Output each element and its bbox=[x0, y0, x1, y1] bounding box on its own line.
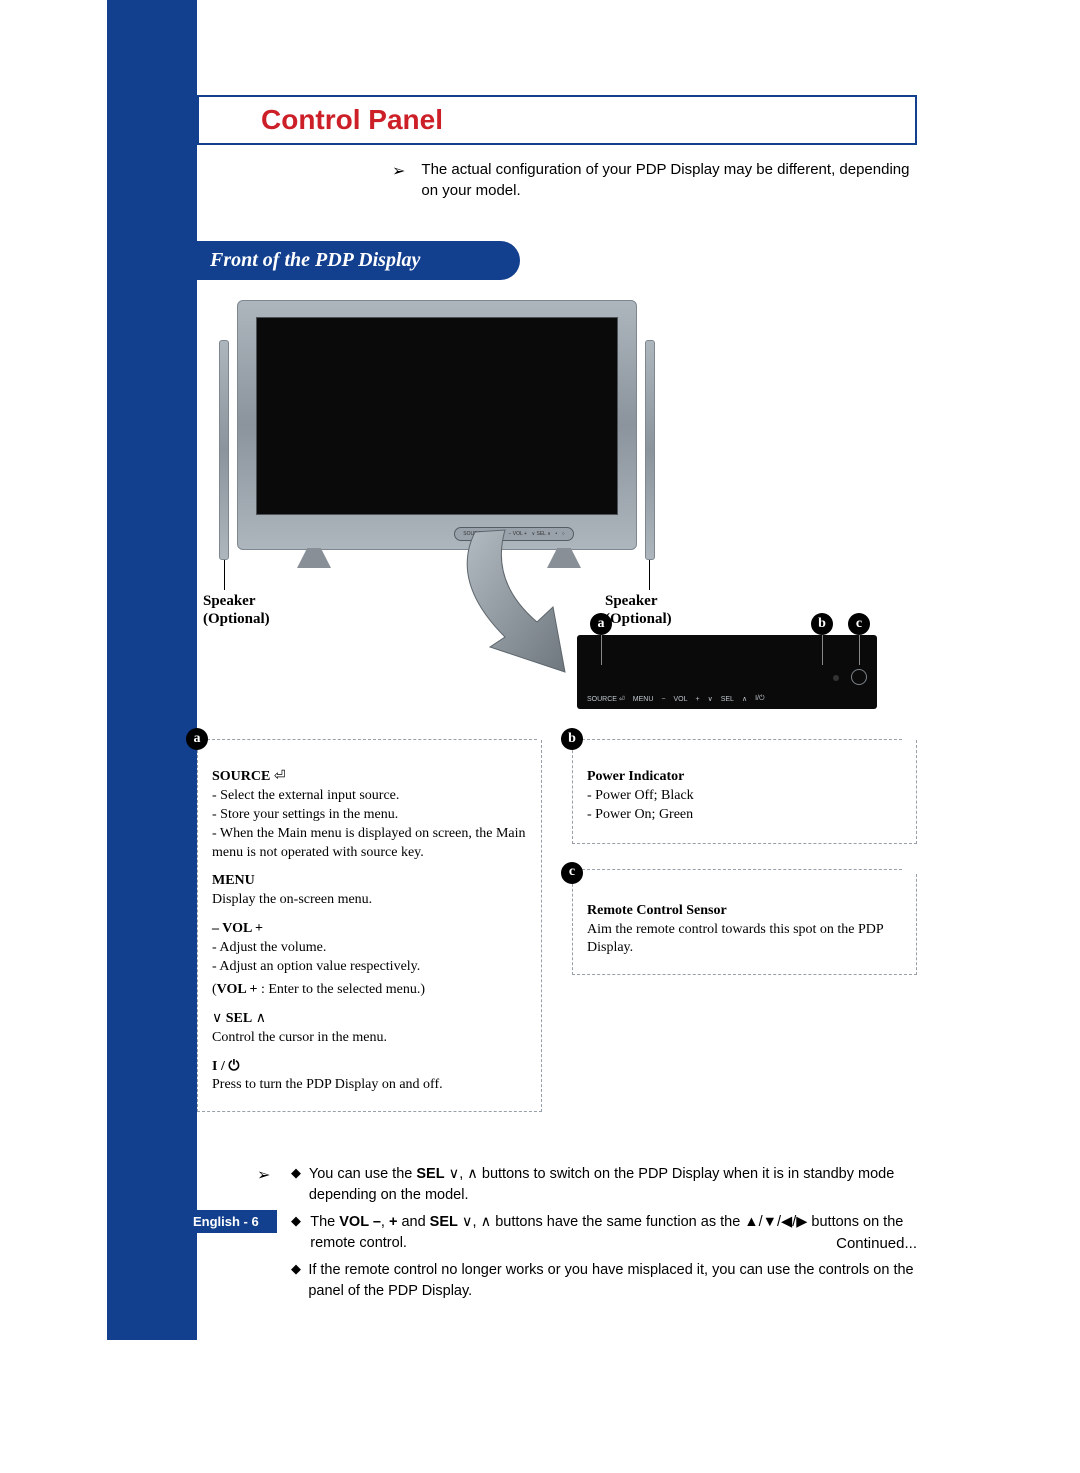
notes-items: ◆ You can use the SEL ∨, ∧ buttons to sw… bbox=[291, 1164, 917, 1308]
sel-header: ∨ SEL ∧ bbox=[212, 1010, 527, 1029]
closeup-label: I/⏻ bbox=[755, 695, 764, 703]
remote-text: Aim the remote control towards this spot… bbox=[587, 921, 902, 959]
source-list: Select the external input source. Store … bbox=[212, 787, 527, 863]
badge-a: a bbox=[186, 728, 208, 750]
dash-tail bbox=[582, 869, 902, 870]
pdp-figure: SOURCE MENU − VOL + ∨ SEL ∧ • ○ Speaker … bbox=[197, 300, 917, 730]
note-text: The VOL –, + and SEL ∨, ∧ buttons have t… bbox=[310, 1212, 917, 1254]
intro-text: The actual configuration of your PDP Dis… bbox=[421, 159, 917, 201]
box-c: c Remote Control Sensor Aim the remote c… bbox=[572, 874, 917, 976]
enter-icon: ⏎ bbox=[274, 769, 286, 784]
closeup-label: VOL bbox=[673, 696, 687, 703]
notes-block: ➢ ◆ You can use the SEL ∨, ∧ buttons to … bbox=[197, 1164, 917, 1308]
list-item: Power On; Green bbox=[587, 806, 902, 825]
callout-c: c bbox=[848, 613, 870, 635]
right-column: b Power Indicator Power Off; Black Power… bbox=[572, 740, 917, 1142]
source-header: SOURCE ⏎ bbox=[212, 768, 527, 787]
list-item: Adjust an option value respectively. bbox=[212, 958, 527, 977]
leader-line bbox=[859, 635, 860, 665]
closeup-label: + bbox=[696, 696, 700, 703]
intro-row: ➢ The actual configuration of your PDP D… bbox=[197, 159, 917, 201]
closeup-label: SEL bbox=[721, 696, 734, 703]
menu-text: Display the on-screen menu. bbox=[212, 891, 527, 910]
bullet-icon: ◆ bbox=[291, 1212, 310, 1254]
note-text: You can use the SEL ∨, ∧ buttons to swit… bbox=[309, 1164, 917, 1206]
power-header: I / ⏻ bbox=[212, 1058, 527, 1077]
page-title: Control Panel bbox=[261, 104, 443, 136]
close-up-panel: SOURCE ⏎ MENU − VOL + ∨ SEL ∧ I/⏻ bbox=[577, 635, 877, 709]
speaker-label-left: Speaker (Optional) bbox=[203, 592, 270, 628]
continued-text: Continued... bbox=[836, 1235, 917, 1252]
remote-header: Remote Control Sensor bbox=[587, 902, 902, 921]
lens-icon bbox=[851, 669, 867, 685]
box-b: b Power Indicator Power Off; Black Power… bbox=[572, 740, 917, 844]
bullet-icon: ◆ bbox=[291, 1164, 309, 1206]
vol-header: – VOL + bbox=[212, 920, 527, 939]
leader-line bbox=[649, 560, 650, 590]
badge-c: c bbox=[561, 862, 583, 884]
closeup-label: SOURCE ⏎ bbox=[587, 695, 625, 703]
arrow-icon: ➢ bbox=[257, 1164, 291, 1308]
arrow-icon: ➢ bbox=[392, 161, 405, 201]
subsection-header: Front of the PDP Display bbox=[194, 241, 520, 280]
list-item: When the Main menu is displayed on scree… bbox=[212, 825, 527, 863]
list-item: Power Off; Black bbox=[587, 787, 902, 806]
led-icon bbox=[833, 675, 839, 681]
vol-note: (VOL + : Enter to the selected menu.) bbox=[212, 981, 527, 1000]
note-text: If the remote control no longer works or… bbox=[308, 1260, 917, 1302]
list-item: Store your settings in the menu. bbox=[212, 806, 527, 825]
leader-line bbox=[822, 635, 823, 665]
vol-list: Adjust the volume. Adjust an option valu… bbox=[212, 939, 527, 977]
list-item: Select the external input source. bbox=[212, 787, 527, 806]
powerind-list: Power Off; Black Power On; Green bbox=[587, 787, 902, 825]
title-banner: Control Panel bbox=[197, 95, 917, 145]
note-item: ◆ If the remote control no longer works … bbox=[291, 1260, 917, 1302]
left-column: a SOURCE ⏎ Select the external input sou… bbox=[197, 740, 542, 1142]
swoop-arrow-icon bbox=[445, 522, 615, 677]
closeup-label: ∨ bbox=[708, 695, 713, 703]
tv-unit: SOURCE MENU − VOL + ∨ SEL ∧ • ○ bbox=[237, 300, 637, 550]
power-text: Press to turn the PDP Display on and off… bbox=[212, 1076, 527, 1095]
closeup-label: ∧ bbox=[742, 695, 747, 703]
speaker-l2: (Optional) bbox=[203, 611, 270, 627]
closeup-label: MENU bbox=[633, 696, 654, 703]
note-item: ◆ You can use the SEL ∨, ∧ buttons to sw… bbox=[291, 1164, 917, 1206]
powerind-header: Power Indicator bbox=[587, 768, 902, 787]
description-columns: a SOURCE ⏎ Select the external input sou… bbox=[197, 740, 917, 1142]
sel-text: Control the cursor in the menu. bbox=[212, 1029, 527, 1048]
tv-foot bbox=[297, 548, 331, 568]
note-item: ◆ The VOL –, + and SEL ∨, ∧ buttons have… bbox=[291, 1212, 917, 1254]
callout-a: a bbox=[590, 613, 612, 635]
sidebar-band bbox=[107, 0, 197, 1340]
list-item: Adjust the volume. bbox=[212, 939, 527, 958]
speaker-l1: Speaker bbox=[203, 593, 256, 609]
bullet-icon: ◆ bbox=[291, 1260, 308, 1302]
page-footer: English - 6 bbox=[175, 1210, 277, 1233]
speaker-l2: (Optional) bbox=[605, 611, 672, 627]
badge-b: b bbox=[561, 728, 583, 750]
closeup-label: − bbox=[661, 696, 665, 703]
menu-header: MENU bbox=[212, 872, 527, 891]
leader-line bbox=[224, 560, 225, 590]
closeup-labels: SOURCE ⏎ MENU − VOL + ∨ SEL ∧ I/⏻ bbox=[587, 695, 867, 703]
box-a: a SOURCE ⏎ Select the external input sou… bbox=[197, 740, 542, 1112]
tv-screen bbox=[256, 317, 618, 515]
callout-b: b bbox=[811, 613, 833, 635]
speaker-label-right: Speaker (Optional) bbox=[605, 592, 672, 628]
content-area: Control Panel ➢ The actual configuration… bbox=[197, 95, 917, 1308]
tv-speaker-right bbox=[645, 340, 655, 560]
tv-speaker-left bbox=[219, 340, 229, 560]
